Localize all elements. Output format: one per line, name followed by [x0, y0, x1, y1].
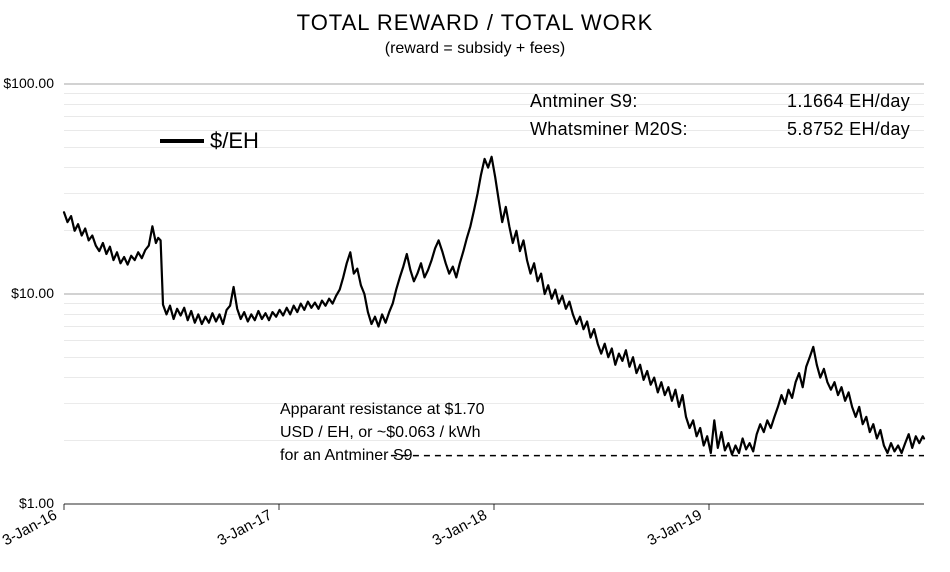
- legend-swatch: [160, 139, 204, 143]
- miner-name: Whatsminer M20S:: [530, 116, 688, 144]
- svg-text:$100.00: $100.00: [3, 75, 54, 91]
- legend-label: $/EH: [210, 128, 259, 154]
- miner-info-box: Antminer S9: 1.1664 EH/day Whatsminer M2…: [530, 88, 910, 144]
- miner-value: 1.1664 EH/day: [787, 88, 910, 116]
- chart-container: TOTAL REWARD / TOTAL WORK (reward = subs…: [0, 0, 950, 572]
- miner-row: Whatsminer M20S: 5.8752 EH/day: [530, 116, 910, 144]
- annotation-line: USD / EH, or ~$0.063 / kWh: [280, 421, 485, 444]
- annotation-line: Apparant resistance at $1.70: [280, 398, 485, 421]
- miner-name: Antminer S9:: [530, 88, 638, 116]
- annotation-line: for an Antminer S9: [280, 444, 485, 467]
- svg-text:3-Jan-16: 3-Jan-16: [0, 507, 60, 550]
- resistance-annotation: Apparant resistance at $1.70 USD / EH, o…: [280, 398, 485, 468]
- miner-row: Antminer S9: 1.1664 EH/day: [530, 88, 910, 116]
- svg-text:3-Jan-17: 3-Jan-17: [215, 507, 275, 550]
- svg-text:3-Jan-18: 3-Jan-18: [430, 507, 490, 550]
- legend: $/EH: [160, 128, 259, 154]
- chart-plot: $1.00$10.00$100.003-Jan-163-Jan-173-Jan-…: [0, 0, 950, 572]
- svg-text:3-Jan-19: 3-Jan-19: [645, 507, 705, 550]
- svg-text:$10.00: $10.00: [11, 285, 54, 301]
- miner-value: 5.8752 EH/day: [787, 116, 910, 144]
